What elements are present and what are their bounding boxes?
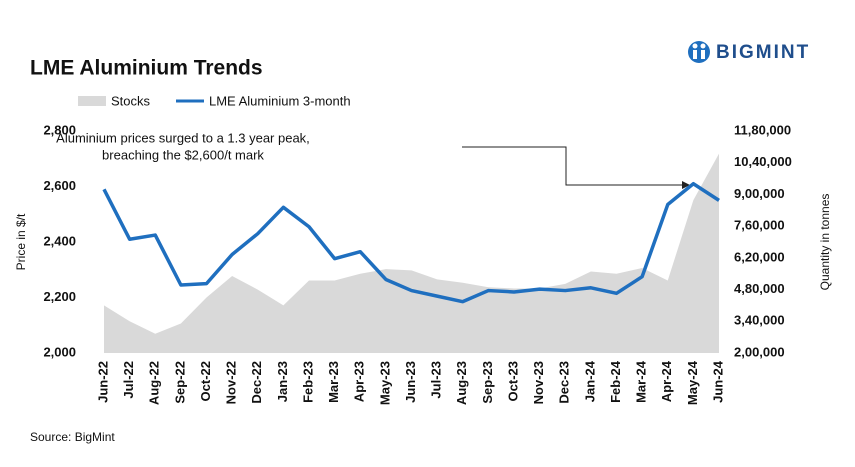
chart-title: LME Aluminium Trends: [30, 57, 263, 80]
x-tick-label: Feb-24: [608, 360, 623, 403]
x-tick-label: Aug-22: [147, 361, 162, 405]
y2-tick-label: 11,80,000: [734, 122, 791, 137]
y2-tick-label: 4,80,000: [734, 281, 785, 296]
y-tick-label: 2,200: [43, 289, 76, 304]
annotation: Aluminium prices surged to a 1.3 year pe…: [56, 130, 310, 145]
annotation: breaching the $2,600/t mark: [102, 147, 264, 162]
x-tick-label: Jun-24: [710, 360, 725, 403]
y2-tick-label: 10,40,000: [734, 154, 792, 169]
y-axis-title: Price in $/t: [14, 213, 28, 270]
x-tick-label: Jul-22: [121, 361, 136, 399]
y2-tick-label: 9,00,000: [734, 186, 785, 201]
x-tick-label: Jun-23: [403, 361, 418, 403]
legend-label: LME Aluminium 3-month: [209, 93, 351, 108]
x-tick-label: Jun-22: [95, 361, 110, 403]
x-tick-label: May-24: [685, 360, 700, 405]
x-tick-label: Dec-23: [557, 361, 572, 404]
y2-tick-label: 3,40,000: [734, 313, 785, 328]
y2-tick-label: 6,20,000: [734, 249, 785, 264]
legend-swatch: [78, 96, 106, 106]
source: Source: BigMint: [30, 430, 115, 444]
x-tick-label: Feb-23: [300, 361, 315, 403]
x-tick-label: Jan-23: [275, 361, 290, 402]
y-tick-label: 2,800: [43, 122, 76, 137]
y2-tick-label: 7,60,000: [734, 218, 785, 233]
x-tick-label: Jul-23: [429, 361, 444, 399]
x-tick-label: Aug-23: [454, 361, 469, 405]
y2-tick-label: 2,00,000: [734, 344, 785, 359]
x-tick-label: Oct-23: [505, 361, 520, 401]
logo-icon: [688, 41, 710, 63]
y2-axis-title: Quantity in tonnes: [818, 194, 832, 291]
stock-area: [104, 153, 719, 353]
arrow-head: [682, 181, 690, 189]
x-tick-label: May-23: [377, 361, 392, 405]
x-tick-label: Apr-23: [352, 361, 367, 402]
annotation-arrow: [462, 146, 682, 186]
x-tick-label: Mar-23: [326, 361, 341, 403]
y-tick-label: 2,000: [43, 344, 76, 359]
x-tick-label: Jan-24: [582, 360, 597, 402]
x-tick-label: Sep-22: [172, 361, 187, 404]
x-tick-label: Apr-24: [659, 360, 674, 402]
legend-label: Stocks: [111, 93, 151, 108]
x-tick-label: Oct-22: [198, 361, 213, 401]
y-tick-label: 2,600: [43, 178, 76, 193]
price-line: [102, 181, 720, 304]
y-tick-label: 2,400: [43, 233, 76, 248]
x-tick-label: Sep-23: [480, 361, 495, 404]
x-tick-label: Dec-22: [249, 361, 264, 404]
x-tick-label: Nov-23: [531, 361, 546, 404]
x-tick-label: Mar-24: [634, 360, 649, 403]
logo-text: BIGMINT: [716, 42, 810, 63]
x-tick-label: Nov-22: [224, 361, 239, 404]
